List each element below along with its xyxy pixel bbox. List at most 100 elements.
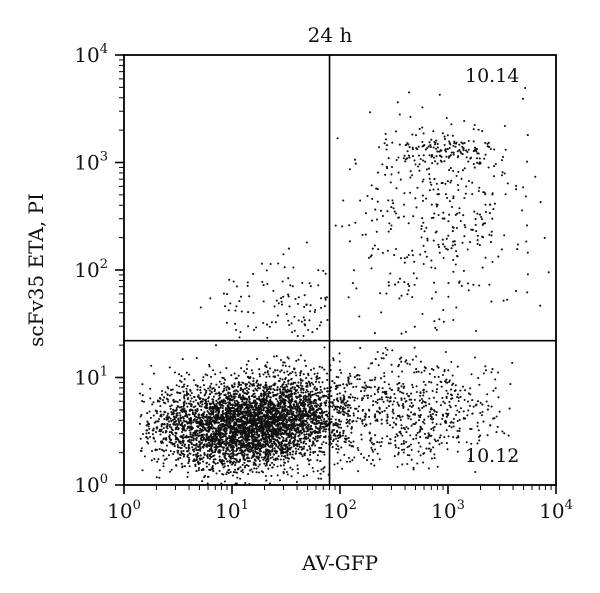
data-point [452,270,455,273]
data-point [213,450,216,454]
data-point [221,417,224,420]
data-point [141,432,145,436]
data-point [180,450,183,453]
data-point [311,408,314,412]
data-point [215,383,218,386]
data-point [176,449,179,452]
data-point [221,407,224,410]
data-point [166,385,169,389]
data-point [267,373,270,376]
data-point [478,244,481,247]
data-point [316,415,319,418]
data-point [259,384,262,387]
data-point [326,378,329,381]
data-point [267,445,270,448]
data-point [521,97,525,100]
data-point [197,394,200,397]
data-point [329,436,332,439]
data-point [293,400,296,403]
data-point [459,150,462,153]
data-point [466,248,469,251]
data-point [420,227,423,230]
data-point [199,427,202,430]
data-point [184,412,188,415]
data-point [211,400,214,403]
data-point [260,395,263,398]
data-point [210,390,213,393]
data-point [306,404,310,407]
data-point [248,442,251,445]
data-point [214,410,217,413]
data-point [189,431,192,434]
data-point [164,411,167,414]
data-point [227,464,230,467]
data-point [173,450,176,453]
data-point [253,392,256,395]
data-point [292,412,295,416]
data-point [240,383,243,386]
data-point [220,426,223,429]
data-point [268,408,271,411]
data-point [273,463,276,466]
data-point [161,441,164,444]
data-point [463,235,466,238]
data-point [263,456,266,459]
data-point [539,304,542,307]
data-point [274,420,278,423]
data-point [305,377,308,380]
data-point [438,93,441,96]
data-point [229,461,232,464]
data-point [288,390,291,393]
data-point [428,189,431,192]
data-point [287,379,290,382]
data-point [274,450,277,453]
data-point [381,163,384,166]
data-point [246,375,249,378]
data-point [299,354,302,357]
data-point [242,414,245,417]
data-point [259,407,262,410]
data-point [205,423,208,426]
data-point [211,405,214,408]
data-point [229,437,232,440]
data-point [442,243,445,246]
data-point [312,402,315,405]
data-point [145,424,148,427]
data-point [418,127,421,130]
data-point [354,162,357,165]
data-point [248,448,251,451]
data-point [295,374,298,377]
data-point [258,368,261,371]
data-point [265,409,268,412]
data-point [323,451,326,454]
data-point [258,435,261,438]
data-point [323,346,326,349]
data-point [515,184,518,187]
data-point [214,392,217,395]
data-point [246,456,249,459]
data-point [237,374,240,377]
data-point [266,361,269,364]
data-point [192,438,195,441]
data-point [286,410,289,413]
data-point [183,403,186,407]
data-point [320,390,324,394]
data-point [314,450,317,453]
data-point [262,390,266,393]
data-point [452,151,455,154]
data-point [500,159,504,162]
data-point [255,445,258,449]
data-point [160,413,163,416]
data-point [313,412,316,415]
data-point [284,456,287,459]
data-point [228,391,232,395]
data-point [280,396,283,399]
data-point [366,194,369,198]
data-point [208,417,211,420]
data-point [241,394,245,397]
data-point [319,388,322,392]
data-point [180,462,183,465]
data-point [273,433,276,436]
data-point [227,448,230,451]
data-point [353,158,357,161]
